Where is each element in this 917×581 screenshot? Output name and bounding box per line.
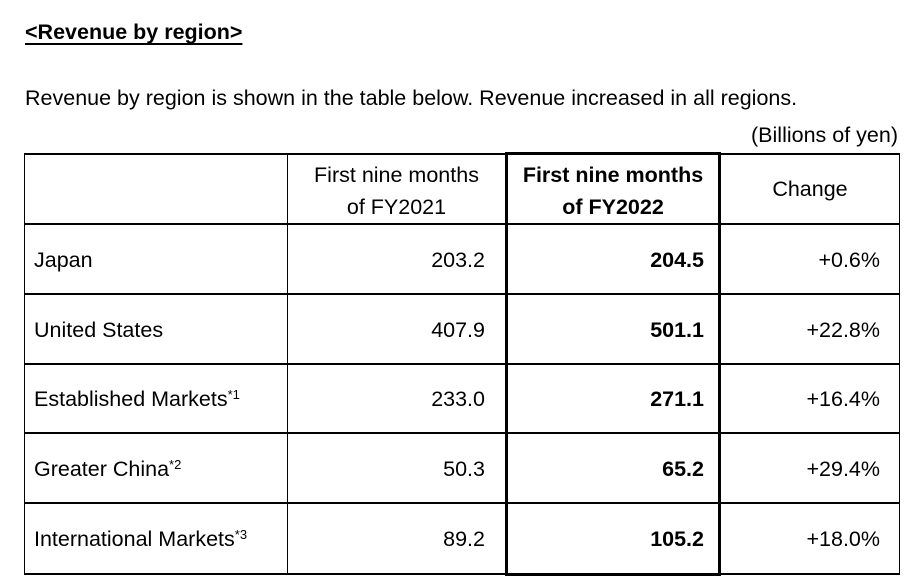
table-row-united-states: United States 407.9 501.1 +22.8% bbox=[24, 293, 900, 365]
row-label-text: Greater China bbox=[34, 456, 170, 481]
table-header-row: First nine months of FY2021 First nine mo… bbox=[24, 152, 900, 225]
fy2022-value: 501.1 bbox=[505, 293, 721, 365]
header-fy2022: First nine months of FY2022 bbox=[505, 152, 721, 225]
row-label: International Markets*3 bbox=[24, 502, 288, 575]
footnote-ref: *3 bbox=[234, 527, 248, 542]
row-label-text: United States bbox=[34, 317, 164, 342]
row-label-text: International Markets bbox=[34, 527, 235, 551]
table-row-international-markets: International Markets*3 89.2 105.2 +18.0… bbox=[24, 502, 900, 576]
change-value: +22.8% bbox=[719, 293, 900, 365]
header-fy2022-line2: of FY2022 bbox=[562, 195, 664, 219]
row-label: Established Markets*1 bbox=[24, 363, 288, 434]
change-value: +0.6% bbox=[719, 223, 900, 295]
change-value: +16.4% bbox=[719, 363, 900, 434]
table-row-established-markets: Established Markets*1 233.0 271.1 +16.4% bbox=[24, 363, 900, 434]
revenue-by-region-table: First nine months of FY2021 First nine mo… bbox=[24, 152, 900, 576]
fy2022-value: 204.5 bbox=[505, 223, 721, 295]
header-fy2021-line2: of FY2021 bbox=[346, 194, 447, 219]
row-label-text: Japan bbox=[34, 247, 93, 272]
fy2022-value: 105.2 bbox=[505, 502, 721, 576]
change-value: +29.4% bbox=[719, 432, 900, 504]
header-fy2022-line1: First nine months bbox=[522, 163, 704, 187]
fy2021-value: 233.0 bbox=[287, 363, 507, 434]
fy2021-value: 203.2 bbox=[287, 223, 507, 295]
footnote-ref: *2 bbox=[169, 456, 182, 472]
row-label: Japan bbox=[24, 223, 288, 295]
header-region bbox=[24, 152, 288, 225]
footnote-ref: *1 bbox=[227, 387, 240, 402]
intro-paragraph: Revenue by region is shown in the table … bbox=[25, 86, 798, 110]
row-label-text: Established Markets bbox=[34, 387, 228, 411]
fy2022-value: 65.2 bbox=[505, 432, 721, 504]
header-change: Change bbox=[719, 152, 900, 225]
fy2021-value: 89.2 bbox=[287, 502, 507, 575]
header-fy2021: First nine months of FY2021 bbox=[287, 152, 507, 225]
table-row-greater-china: Greater China*2 50.3 65.2 +29.4% bbox=[24, 432, 900, 504]
row-label: Greater China*2 bbox=[24, 432, 288, 504]
row-label: United States bbox=[24, 293, 288, 365]
unit-note: (Billions of yen) bbox=[751, 123, 898, 147]
section-title: <Revenue by region> bbox=[25, 20, 243, 44]
fy2022-value: 271.1 bbox=[505, 363, 721, 434]
fy2021-value: 407.9 bbox=[287, 293, 507, 365]
fy2021-value: 50.3 bbox=[287, 432, 507, 504]
table-row-japan: Japan 203.2 204.5 +0.6% bbox=[24, 223, 900, 295]
change-value: +18.0% bbox=[719, 502, 900, 575]
header-fy2021-line1: First nine months bbox=[314, 162, 479, 187]
